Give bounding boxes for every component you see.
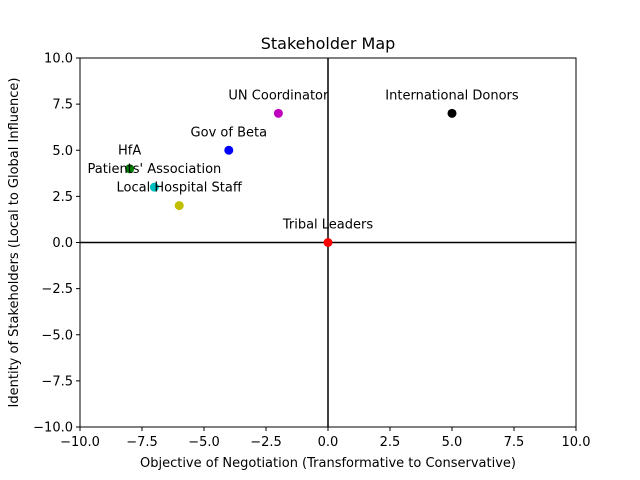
data-point-label: Gov of Beta	[191, 125, 268, 140]
x-tick-label: −10.0	[60, 435, 100, 450]
x-axis-ticks: −10.0 −7.5 −5.0 −2.5 0.0 2.5 5.0 7.5 10.0	[60, 427, 590, 450]
y-tick-label: −10.0	[33, 421, 73, 436]
data-point-label: International Donors	[385, 88, 519, 103]
data-points	[125, 108, 457, 247]
x-tick-label: −5.0	[188, 435, 220, 450]
data-point-label: Patients' Association	[88, 162, 222, 177]
x-tick-label: 7.5	[504, 435, 525, 450]
y-tick-label: −2.5	[41, 282, 73, 297]
data-point	[447, 108, 457, 118]
y-tick-label: 10.0	[44, 52, 73, 67]
y-tick-label: −5.0	[41, 328, 73, 343]
data-point	[125, 164, 135, 174]
data-point-label: Tribal Leaders	[282, 218, 374, 233]
data-point	[174, 201, 184, 211]
y-tick-label: 7.5	[52, 98, 73, 113]
data-point-label: UN Coordinator	[228, 88, 329, 103]
x-tick-label: 0.0	[318, 435, 339, 450]
x-tick-label: −7.5	[126, 435, 158, 450]
y-tick-label: 5.0	[52, 144, 73, 159]
y-tick-label: −7.5	[41, 374, 73, 389]
data-point-label: HfA	[118, 144, 141, 159]
data-point	[224, 145, 234, 155]
y-axis-label: Identity of Stakeholders (Local to Globa…	[7, 78, 22, 408]
data-point-labels: HfA Patients' Association Local Hospital S…	[88, 88, 519, 232]
data-point	[273, 108, 283, 118]
data-point-label: Local Hospital Staff	[117, 181, 243, 196]
x-axis-label: Objective of Negotiation (Transformative…	[140, 456, 516, 471]
x-tick-label: 10.0	[562, 435, 591, 450]
chart-title: Stakeholder Map	[261, 34, 396, 53]
x-tick-label: 5.0	[442, 435, 463, 450]
x-tick-label: −2.5	[250, 435, 282, 450]
y-axis-ticks: −10.0 −7.5 −5.0 −2.5 0.0 2.5 5.0 7.5 10.0	[33, 52, 80, 436]
x-tick-label: 2.5	[380, 435, 401, 450]
data-point	[323, 238, 333, 247]
y-tick-label: 2.5	[52, 190, 73, 205]
data-point	[149, 182, 159, 192]
plot-area-frame	[79, 57, 577, 428]
y-tick-label: 0.0	[52, 236, 73, 251]
